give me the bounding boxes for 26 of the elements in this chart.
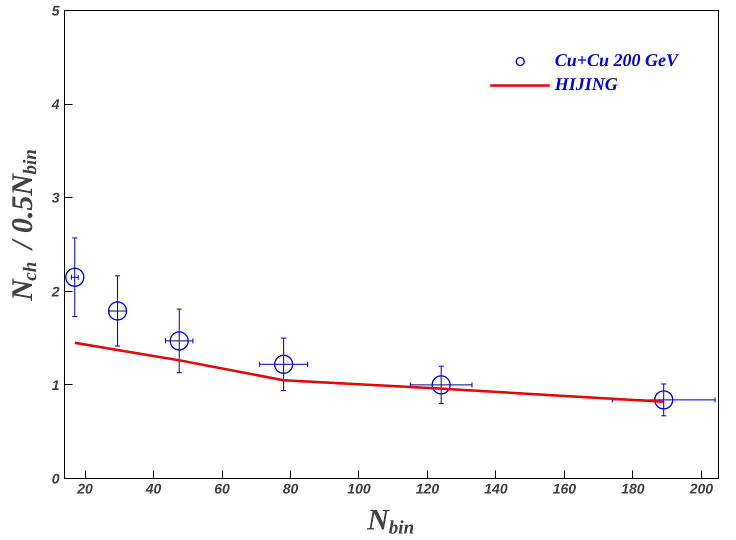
y-tick-label: 4 xyxy=(50,96,60,112)
x-tick-label: 40 xyxy=(144,480,162,496)
x-tick-label: 140 xyxy=(484,480,508,496)
y-tick-label: 0 xyxy=(52,470,60,486)
y-tick-label: 1 xyxy=(52,376,60,393)
point xyxy=(654,390,674,410)
y-tick-label: 2 xyxy=(50,283,60,300)
x-tick-label: 60 xyxy=(214,480,230,496)
point xyxy=(432,375,451,395)
point xyxy=(65,268,84,287)
x-tick-label: 160 xyxy=(552,480,576,496)
line-series xyxy=(74,342,665,403)
x-tick-label: 180 xyxy=(621,480,645,496)
legend-label: HIJING xyxy=(554,74,618,95)
point xyxy=(274,354,294,374)
x-tick-label: 120 xyxy=(416,480,440,496)
legend-label: Cu+Cu 200 GeV xyxy=(554,50,678,71)
x-tick-label: 20 xyxy=(76,480,94,496)
x-tick-label: 200 xyxy=(688,480,714,496)
x-tick-label: 100 xyxy=(347,480,371,496)
y-tick-label: 3 xyxy=(52,190,60,206)
y-axis-title: Nch / 0.5Nbin xyxy=(6,149,41,302)
point xyxy=(108,301,128,321)
y-tick-label: 5 xyxy=(52,2,60,18)
x-tick-label: 80 xyxy=(282,480,298,496)
point xyxy=(170,331,189,351)
